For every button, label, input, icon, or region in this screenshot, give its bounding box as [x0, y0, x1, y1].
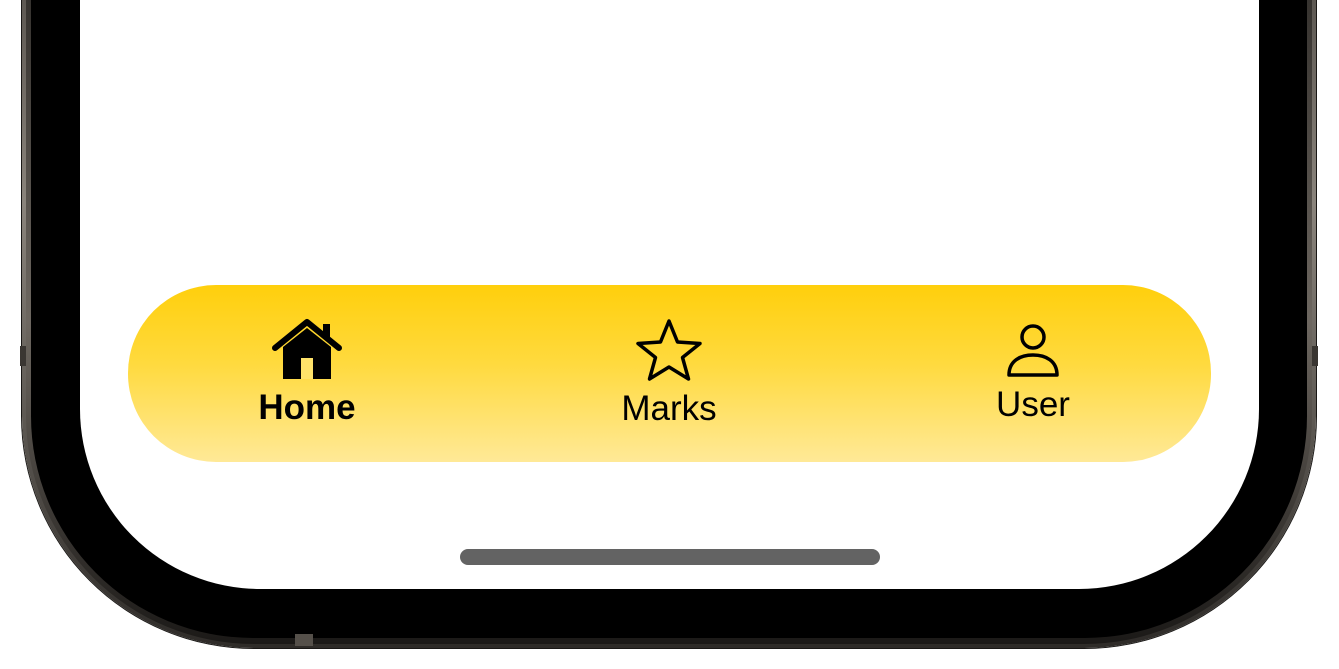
side-button-left	[20, 346, 26, 366]
tab-marks[interactable]: Marks	[594, 285, 744, 462]
tab-marks-label: Marks	[621, 389, 717, 428]
user-icon	[1007, 324, 1059, 377]
home-indicator[interactable]	[460, 549, 880, 565]
frame-antenna-band	[295, 634, 313, 646]
bottom-tab-bar: Home Marks User	[128, 285, 1211, 462]
tab-user[interactable]: User	[958, 285, 1108, 462]
tab-user-label: User	[996, 385, 1070, 424]
star-icon	[636, 319, 702, 381]
tab-home[interactable]: Home	[232, 285, 382, 462]
tab-home-label: Home	[258, 388, 356, 427]
home-icon	[272, 319, 342, 379]
side-button-right	[1312, 346, 1318, 366]
phone-screen: Home Marks User	[80, 0, 1259, 589]
